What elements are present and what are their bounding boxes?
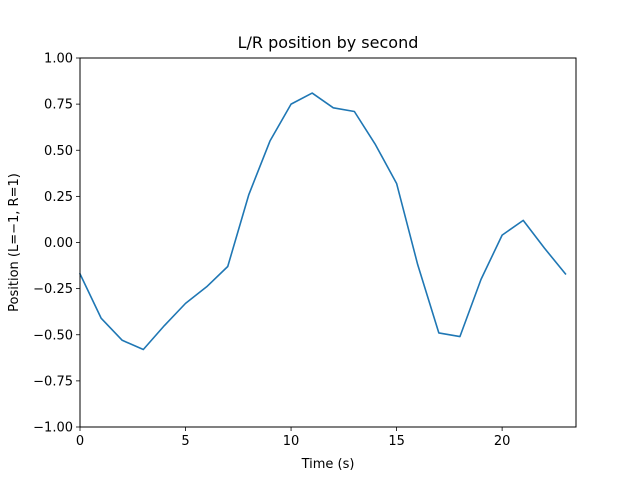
y-tick-label: −0.25 bbox=[33, 282, 73, 297]
y-tick-label: 0.50 bbox=[44, 144, 73, 159]
y-tick-label: 0.75 bbox=[44, 98, 73, 113]
x-axis-label: Time (s) bbox=[301, 457, 355, 472]
x-tick-label: 0 bbox=[76, 434, 84, 449]
data-point bbox=[248, 194, 250, 196]
data-point bbox=[206, 286, 208, 288]
y-tick-label: −1.00 bbox=[33, 421, 73, 436]
y-axis-label: Position (L=−1, R=1) bbox=[7, 173, 22, 312]
data-point bbox=[480, 279, 482, 281]
chart-title: L/R position by second bbox=[238, 33, 419, 52]
data-point bbox=[501, 234, 503, 236]
data-point bbox=[100, 317, 102, 319]
data-point bbox=[565, 273, 567, 275]
data-point bbox=[417, 264, 419, 266]
data-point bbox=[332, 107, 334, 109]
data-point bbox=[227, 266, 229, 268]
y-tick-label: 0.00 bbox=[44, 236, 73, 251]
x-axis: 0 5 10 15 20 bbox=[76, 427, 511, 449]
data-point bbox=[522, 220, 524, 222]
data-point bbox=[375, 144, 377, 146]
data-point bbox=[121, 339, 123, 341]
y-tick-label: 0.25 bbox=[44, 190, 73, 205]
data-point bbox=[185, 303, 187, 305]
y-tick-label: 1.00 bbox=[44, 52, 73, 67]
y-tick-label: −0.75 bbox=[33, 374, 73, 389]
data-point bbox=[438, 332, 440, 334]
x-tick-label: 5 bbox=[181, 434, 189, 449]
data-point bbox=[269, 140, 271, 142]
x-tick-label: 20 bbox=[494, 434, 511, 449]
data-point bbox=[311, 92, 313, 94]
x-tick-label: 10 bbox=[283, 434, 300, 449]
data-point bbox=[396, 183, 398, 185]
data-point bbox=[290, 103, 292, 105]
x-tick-label: 15 bbox=[388, 434, 405, 449]
series-layer bbox=[78, 92, 567, 351]
y-tick-label: −0.50 bbox=[33, 328, 73, 343]
data-point bbox=[544, 247, 546, 249]
data-point bbox=[459, 336, 461, 338]
data-point bbox=[164, 325, 166, 327]
data-point bbox=[143, 349, 145, 351]
data-point bbox=[354, 111, 356, 113]
y-axis: −1.00 −0.75 −0.50 −0.25 0.00 0.25 0.50 0.75 1.00 bbox=[33, 52, 80, 436]
series-line bbox=[78, 92, 567, 351]
